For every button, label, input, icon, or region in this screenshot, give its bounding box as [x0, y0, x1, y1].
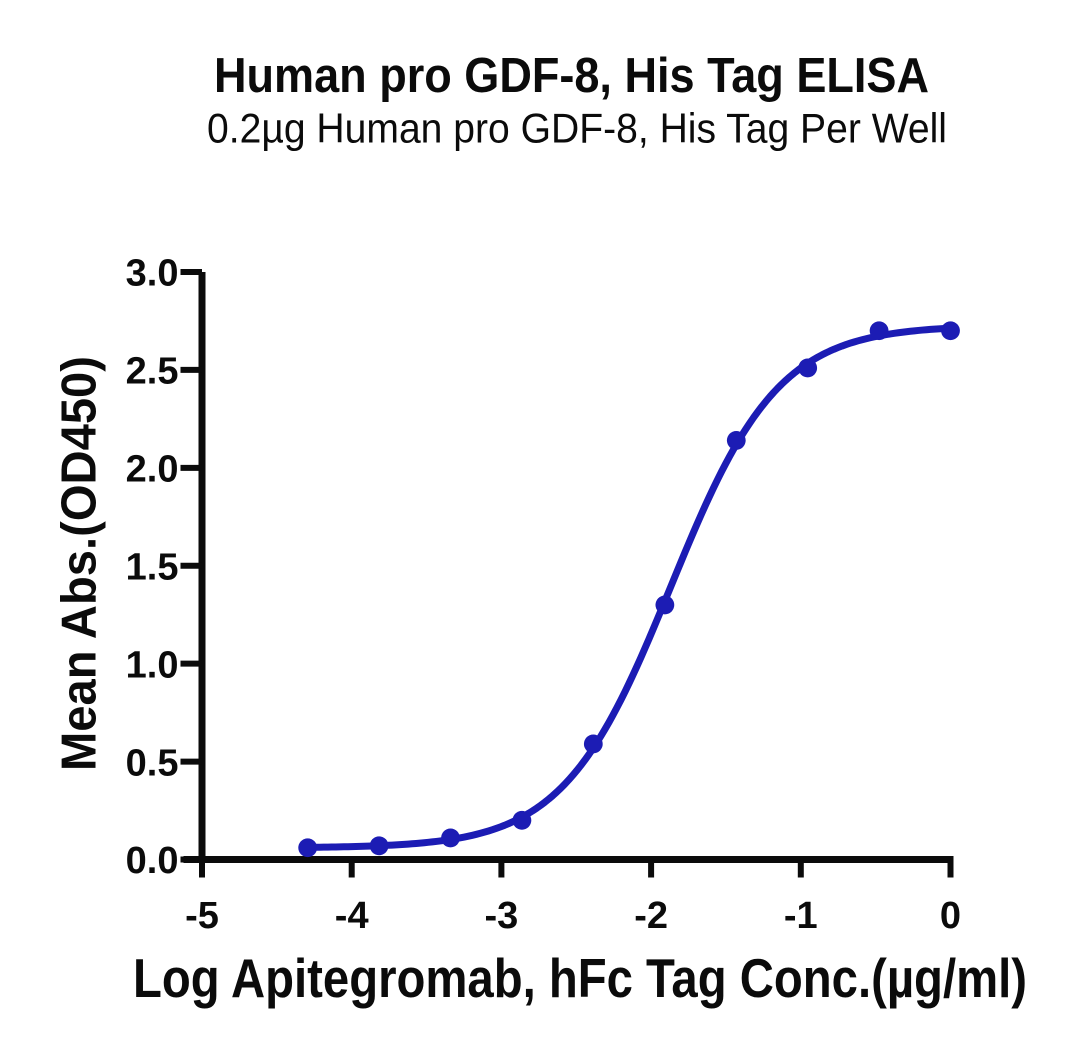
- data-point: [369, 836, 389, 856]
- x-tick-label: 0: [940, 895, 961, 937]
- x-tick-label: -5: [185, 895, 219, 937]
- y-tick-label: 2.0: [126, 449, 179, 491]
- chart-subtitle: 0.2µg Human pro GDF-8, His Tag Per Well: [207, 105, 947, 152]
- data-point: [441, 828, 460, 848]
- data-point: [941, 321, 960, 341]
- data-point: [798, 358, 818, 378]
- axes-layer: 0.0 0.5 1.0 1.5 2.0 2.5 3.0 -5 -4 -3 -2 -1 0: [126, 253, 961, 937]
- y-axis-title: Mean Abs.(OD450): [53, 356, 107, 771]
- x-tick-label: -3: [485, 895, 519, 937]
- data-point: [869, 321, 889, 341]
- y-tick-label: 1.0: [126, 644, 179, 686]
- chart-title: Human pro GDF-8, His Tag ELISA: [214, 49, 929, 103]
- data-point: [298, 838, 318, 858]
- data-point: [512, 810, 532, 830]
- x-tick-label: -2: [634, 895, 668, 937]
- x-tick-label: -4: [335, 895, 369, 937]
- x-axis-title: Log Apitegromab, hFc Tag Conc.(µg/ml): [133, 947, 1027, 1009]
- x-tick-label: -1: [784, 895, 818, 937]
- data-series-layer: [298, 321, 960, 858]
- data-point: [726, 431, 746, 450]
- y-tick-label: 1.5: [126, 546, 179, 588]
- y-tick-label: 0.5: [126, 742, 179, 784]
- y-tick-label: 3.0: [126, 253, 179, 295]
- y-tick-label: 0.0: [126, 840, 179, 882]
- y-tick-label: 2.5: [126, 351, 179, 393]
- data-point: [655, 595, 675, 615]
- fit-curve: [304, 324, 954, 851]
- data-point: [583, 734, 603, 754]
